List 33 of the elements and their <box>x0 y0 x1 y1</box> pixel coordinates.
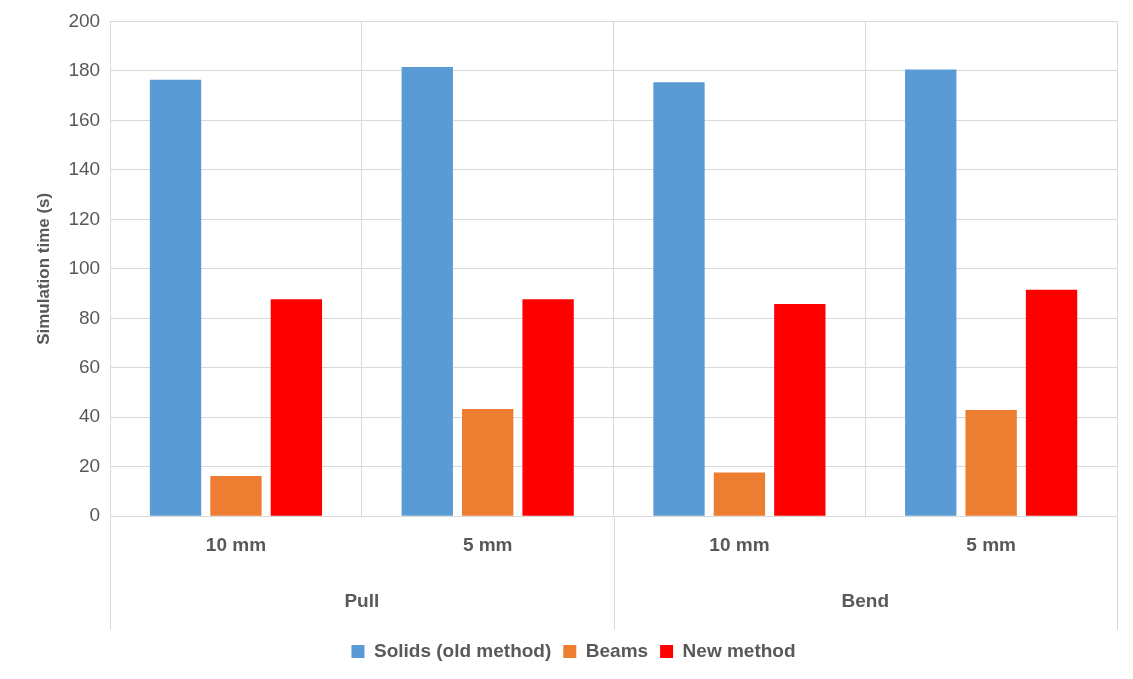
y-tick-label: 200 <box>68 9 101 31</box>
y-tick-label: 60 <box>78 355 101 377</box>
y-tick-label: 160 <box>68 108 101 130</box>
bar <box>462 409 514 516</box>
text: Bend <box>841 590 890 612</box>
y-tick-label: 0 <box>89 504 101 526</box>
y-axis-title: Simulation time (s) <box>33 192 53 345</box>
x-tick-label: 10 mm <box>205 533 267 555</box>
bar <box>653 82 705 516</box>
y-tick-label: 180 <box>68 59 101 81</box>
bar <box>401 66 453 516</box>
text: Pull <box>344 590 380 612</box>
bar <box>522 299 574 516</box>
bar <box>149 79 202 516</box>
bar <box>905 69 957 516</box>
y-tick-label: 40 <box>78 405 101 427</box>
legend-label: New method <box>682 639 796 661</box>
y-tick-label: 20 <box>78 454 101 476</box>
y-tick-label: 120 <box>68 207 101 229</box>
legend-label: Beams <box>585 639 649 661</box>
bar <box>965 410 1017 516</box>
y-tick-label: 100 <box>68 257 101 279</box>
y-tick-label: 80 <box>78 306 101 328</box>
x-tick-label: 5 mm <box>462 533 513 555</box>
y-tick-label: 140 <box>68 158 101 180</box>
bar <box>774 303 826 516</box>
bar <box>1025 289 1078 516</box>
bar <box>210 476 262 516</box>
legend-label: Solids (old method) <box>373 639 552 661</box>
x-tick-label: 10 mm <box>709 533 770 555</box>
x-tick-label: 5 mm <box>966 533 1016 555</box>
bar <box>713 472 766 516</box>
bar <box>270 299 323 516</box>
